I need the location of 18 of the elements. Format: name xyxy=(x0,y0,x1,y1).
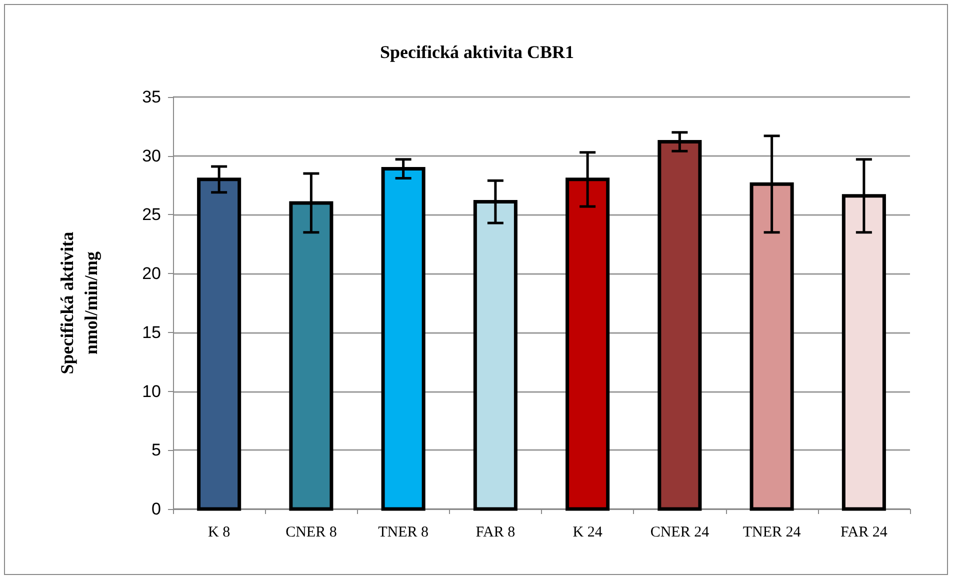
x-tick-label: CNER 8 xyxy=(286,524,337,540)
x-tick-label: TNER 24 xyxy=(742,524,802,540)
x-tick-label: CNER 24 xyxy=(650,524,710,540)
y-tick-label: 20 xyxy=(142,264,161,284)
x-tick-label: FAR 8 xyxy=(476,524,516,540)
chart-title: Specifická aktivita CBR1 xyxy=(380,42,574,62)
x-tick-label: K 8 xyxy=(208,524,230,540)
y-axis-title: Specifická aktivita nmol/min/mg xyxy=(57,232,101,374)
y-tick-label: 5 xyxy=(152,440,161,460)
x-tick-label: K 24 xyxy=(572,524,603,540)
y-tick-label: 30 xyxy=(142,146,161,166)
y-tick-label: 25 xyxy=(142,205,161,224)
x-tick-label: TNER 8 xyxy=(378,524,429,540)
y-tick-label: 15 xyxy=(142,322,161,342)
y-tick-label: 35 xyxy=(142,88,161,106)
x-tick-label: FAR 24 xyxy=(840,524,888,540)
y-tick-label: 10 xyxy=(142,382,161,401)
y-tick-label: 0 xyxy=(152,500,161,518)
